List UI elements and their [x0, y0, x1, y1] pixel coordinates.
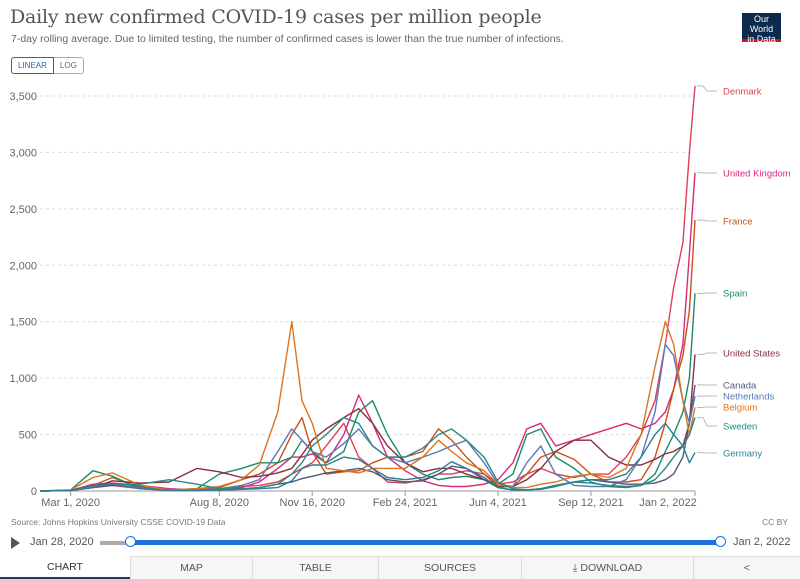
x-tick-label: Jan 2, 2022: [639, 497, 697, 509]
y-tick-label: 2,500: [9, 204, 37, 216]
x-tick-label: Jun 4, 2021: [469, 497, 527, 509]
series-label: France: [723, 217, 753, 228]
start-date: Jan 28, 2020: [30, 536, 94, 548]
slider-track[interactable]: [100, 541, 130, 545]
tab-sources[interactable]: SOURCES: [378, 556, 521, 579]
series-label: United Kingdom: [723, 169, 791, 180]
x-tick-label: Nov 16, 2020: [280, 497, 345, 509]
x-tick-label: Feb 24, 2021: [373, 497, 438, 509]
log-button[interactable]: LOG: [53, 57, 84, 74]
y-tick-label: 500: [19, 430, 37, 442]
series-line-denmark: [39, 85, 696, 492]
x-tick-label: Sep 12, 2021: [558, 497, 623, 509]
scale-toggle: LINEAR LOG: [11, 57, 84, 74]
y-tick-label: 3,500: [9, 91, 37, 103]
tab-bar: CHART MAP TABLE SOURCES ⤓ DOWNLOAD <: [0, 556, 800, 579]
series-label: Sweden: [723, 422, 757, 433]
slider-start-handle[interactable]: [125, 536, 136, 547]
series-label: Canada: [723, 381, 757, 392]
share-button[interactable]: <: [693, 556, 800, 579]
logo-line: in Data: [747, 34, 776, 44]
linear-button[interactable]: LINEAR: [11, 57, 54, 74]
series-label: Denmark: [723, 87, 762, 98]
y-tick-label: 1,500: [9, 317, 37, 329]
tab-map[interactable]: MAP: [130, 556, 252, 579]
series-line-united-kingdom: [39, 172, 696, 492]
logo-line: Our World: [749, 14, 774, 34]
y-tick-label: 2,000: [9, 260, 37, 272]
label-connector: [697, 292, 717, 294]
label-connector: [697, 219, 717, 222]
owid-logo[interactable]: Our World in Data: [742, 13, 781, 44]
x-tick-label: Aug 8, 2020: [190, 497, 249, 509]
series-label: United States: [723, 349, 780, 360]
series-line-united-states: [39, 354, 696, 492]
play-icon[interactable]: [11, 537, 20, 549]
source-note[interactable]: Source: Johns Hopkins University CSSE CO…: [11, 517, 226, 527]
slider-range[interactable]: [130, 540, 720, 545]
chart-title: Daily new confirmed COVID-19 cases per m…: [10, 6, 542, 28]
label-connector: [697, 417, 717, 427]
y-tick-label: 0: [31, 486, 37, 498]
x-tick-label: Mar 1, 2020: [41, 497, 100, 509]
line-chart: 0 500 1,000 1,500 2,000 2,500 3,000 3,500 Mar 1,…: [9, 85, 791, 509]
series-line-spain: [39, 293, 696, 492]
series-line-sweden: [39, 416, 696, 492]
series-label: Netherlands: [723, 392, 774, 403]
tab-download[interactable]: ⤓ DOWNLOAD: [521, 556, 693, 579]
series-label: Germany: [723, 449, 762, 460]
series-line-germany: [39, 422, 696, 492]
label-connector: [697, 85, 717, 92]
tab-chart[interactable]: CHART: [0, 556, 130, 579]
license[interactable]: CC BY: [762, 517, 788, 527]
series-label: Spain: [723, 289, 747, 300]
series-label: Belgium: [723, 403, 757, 414]
series-line-france: [39, 220, 696, 492]
y-tick-label: 3,000: [9, 147, 37, 159]
tab-table[interactable]: TABLE: [252, 556, 378, 579]
label-connector: [697, 352, 717, 355]
chart-subtitle: 7-day rolling average. Due to limited te…: [11, 33, 564, 45]
end-date: Jan 2, 2022: [733, 536, 791, 548]
y-tick-label: 1,000: [9, 373, 37, 385]
slider-end-handle[interactable]: [715, 536, 726, 547]
